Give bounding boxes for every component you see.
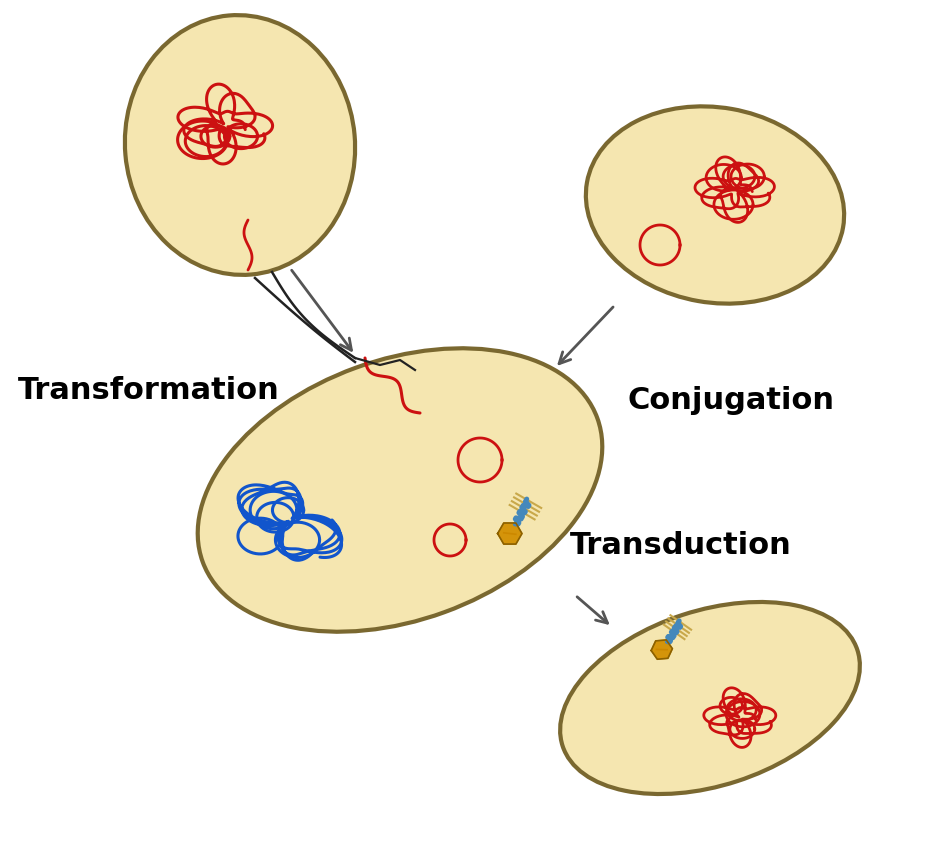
Text: Conjugation: Conjugation <box>627 385 834 414</box>
Polygon shape <box>650 640 672 659</box>
Ellipse shape <box>197 348 602 632</box>
Text: Transduction: Transduction <box>569 531 791 560</box>
Text: Transformation: Transformation <box>18 376 280 405</box>
Polygon shape <box>497 523 522 544</box>
Ellipse shape <box>585 106 843 304</box>
Ellipse shape <box>125 15 355 275</box>
Ellipse shape <box>560 602 859 794</box>
